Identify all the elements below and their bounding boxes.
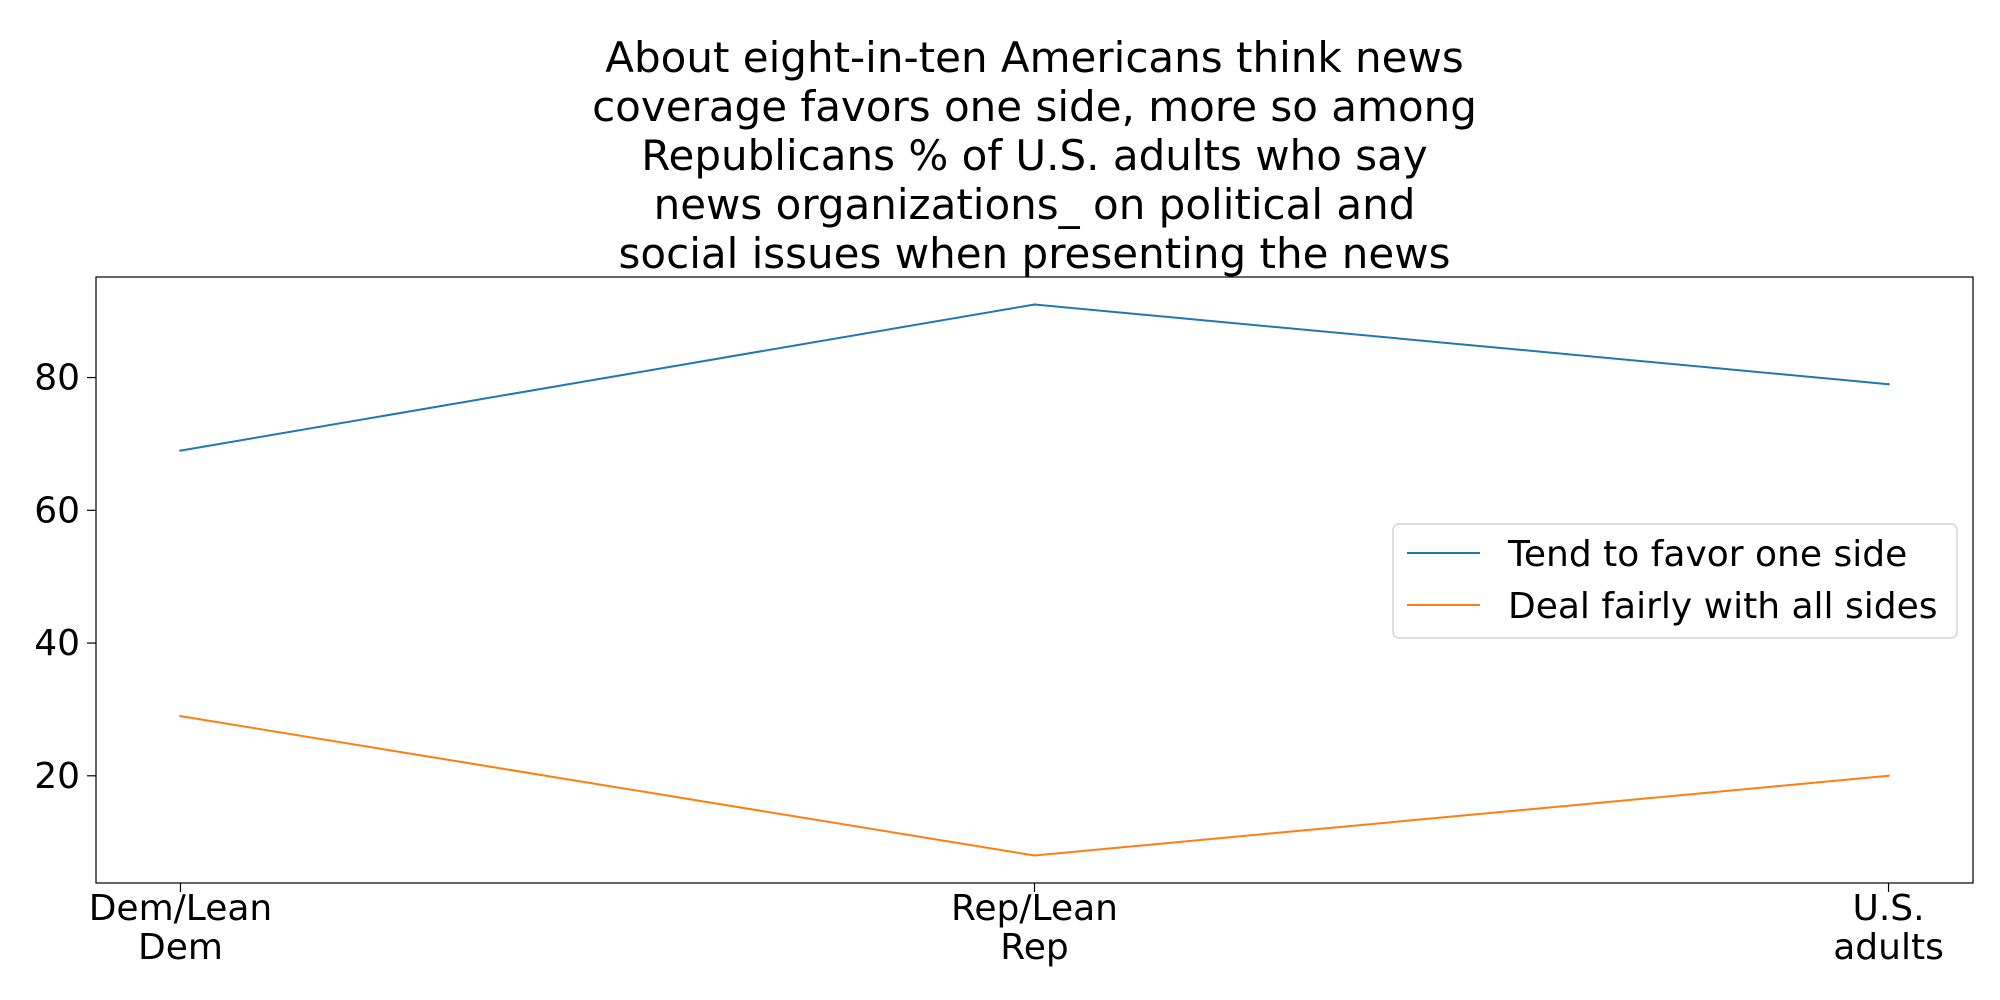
chart-title-line: coverage favors one side, more so among [592, 82, 1477, 131]
legend-box [1392, 523, 1958, 639]
legend-label: Tend to favor one side [1507, 534, 1907, 575]
legend-label: Deal fairly with all sides [1508, 586, 1938, 627]
chart-title-line: news organizations_ on political and [654, 180, 1416, 229]
y-tick-label: 60 [34, 490, 80, 531]
data-point [1887, 774, 1890, 778]
x-tick-label: Dem/Lean [89, 888, 273, 929]
series-line-2 [180, 715, 1889, 857]
y-tick-label: 40 [34, 623, 80, 664]
y-tick-label: 80 [34, 358, 80, 399]
series-group [179, 303, 1890, 857]
data-point [1033, 303, 1036, 306]
data-point [179, 449, 182, 452]
x-tick-label: U.S. [1852, 888, 1924, 929]
data-point [179, 714, 182, 718]
x-tick-label: Dem [138, 927, 223, 968]
legend: Tend to favor one side Deal fairly with a… [1392, 523, 1958, 639]
x-tick-label: Rep/Lean [951, 888, 1118, 929]
data-point [1887, 382, 1890, 386]
chart-title: About eight-in-ten Americans think newsc… [592, 33, 1477, 278]
data-point [1033, 854, 1036, 857]
chart-title-line: Republicans % of U.S. adults who say [641, 131, 1428, 180]
y-tick-label: 20 [34, 756, 80, 797]
series-line-1 [180, 303, 1889, 452]
x-tick-label: adults [1833, 927, 1944, 968]
chart-title-line: About eight-in-ten Americans think news [605, 33, 1464, 82]
x-tick-label: Rep [1000, 927, 1068, 968]
chart-title-line: social issues when presenting the news [619, 229, 1451, 278]
y-axis: 20 40 60 80 [34, 358, 96, 797]
